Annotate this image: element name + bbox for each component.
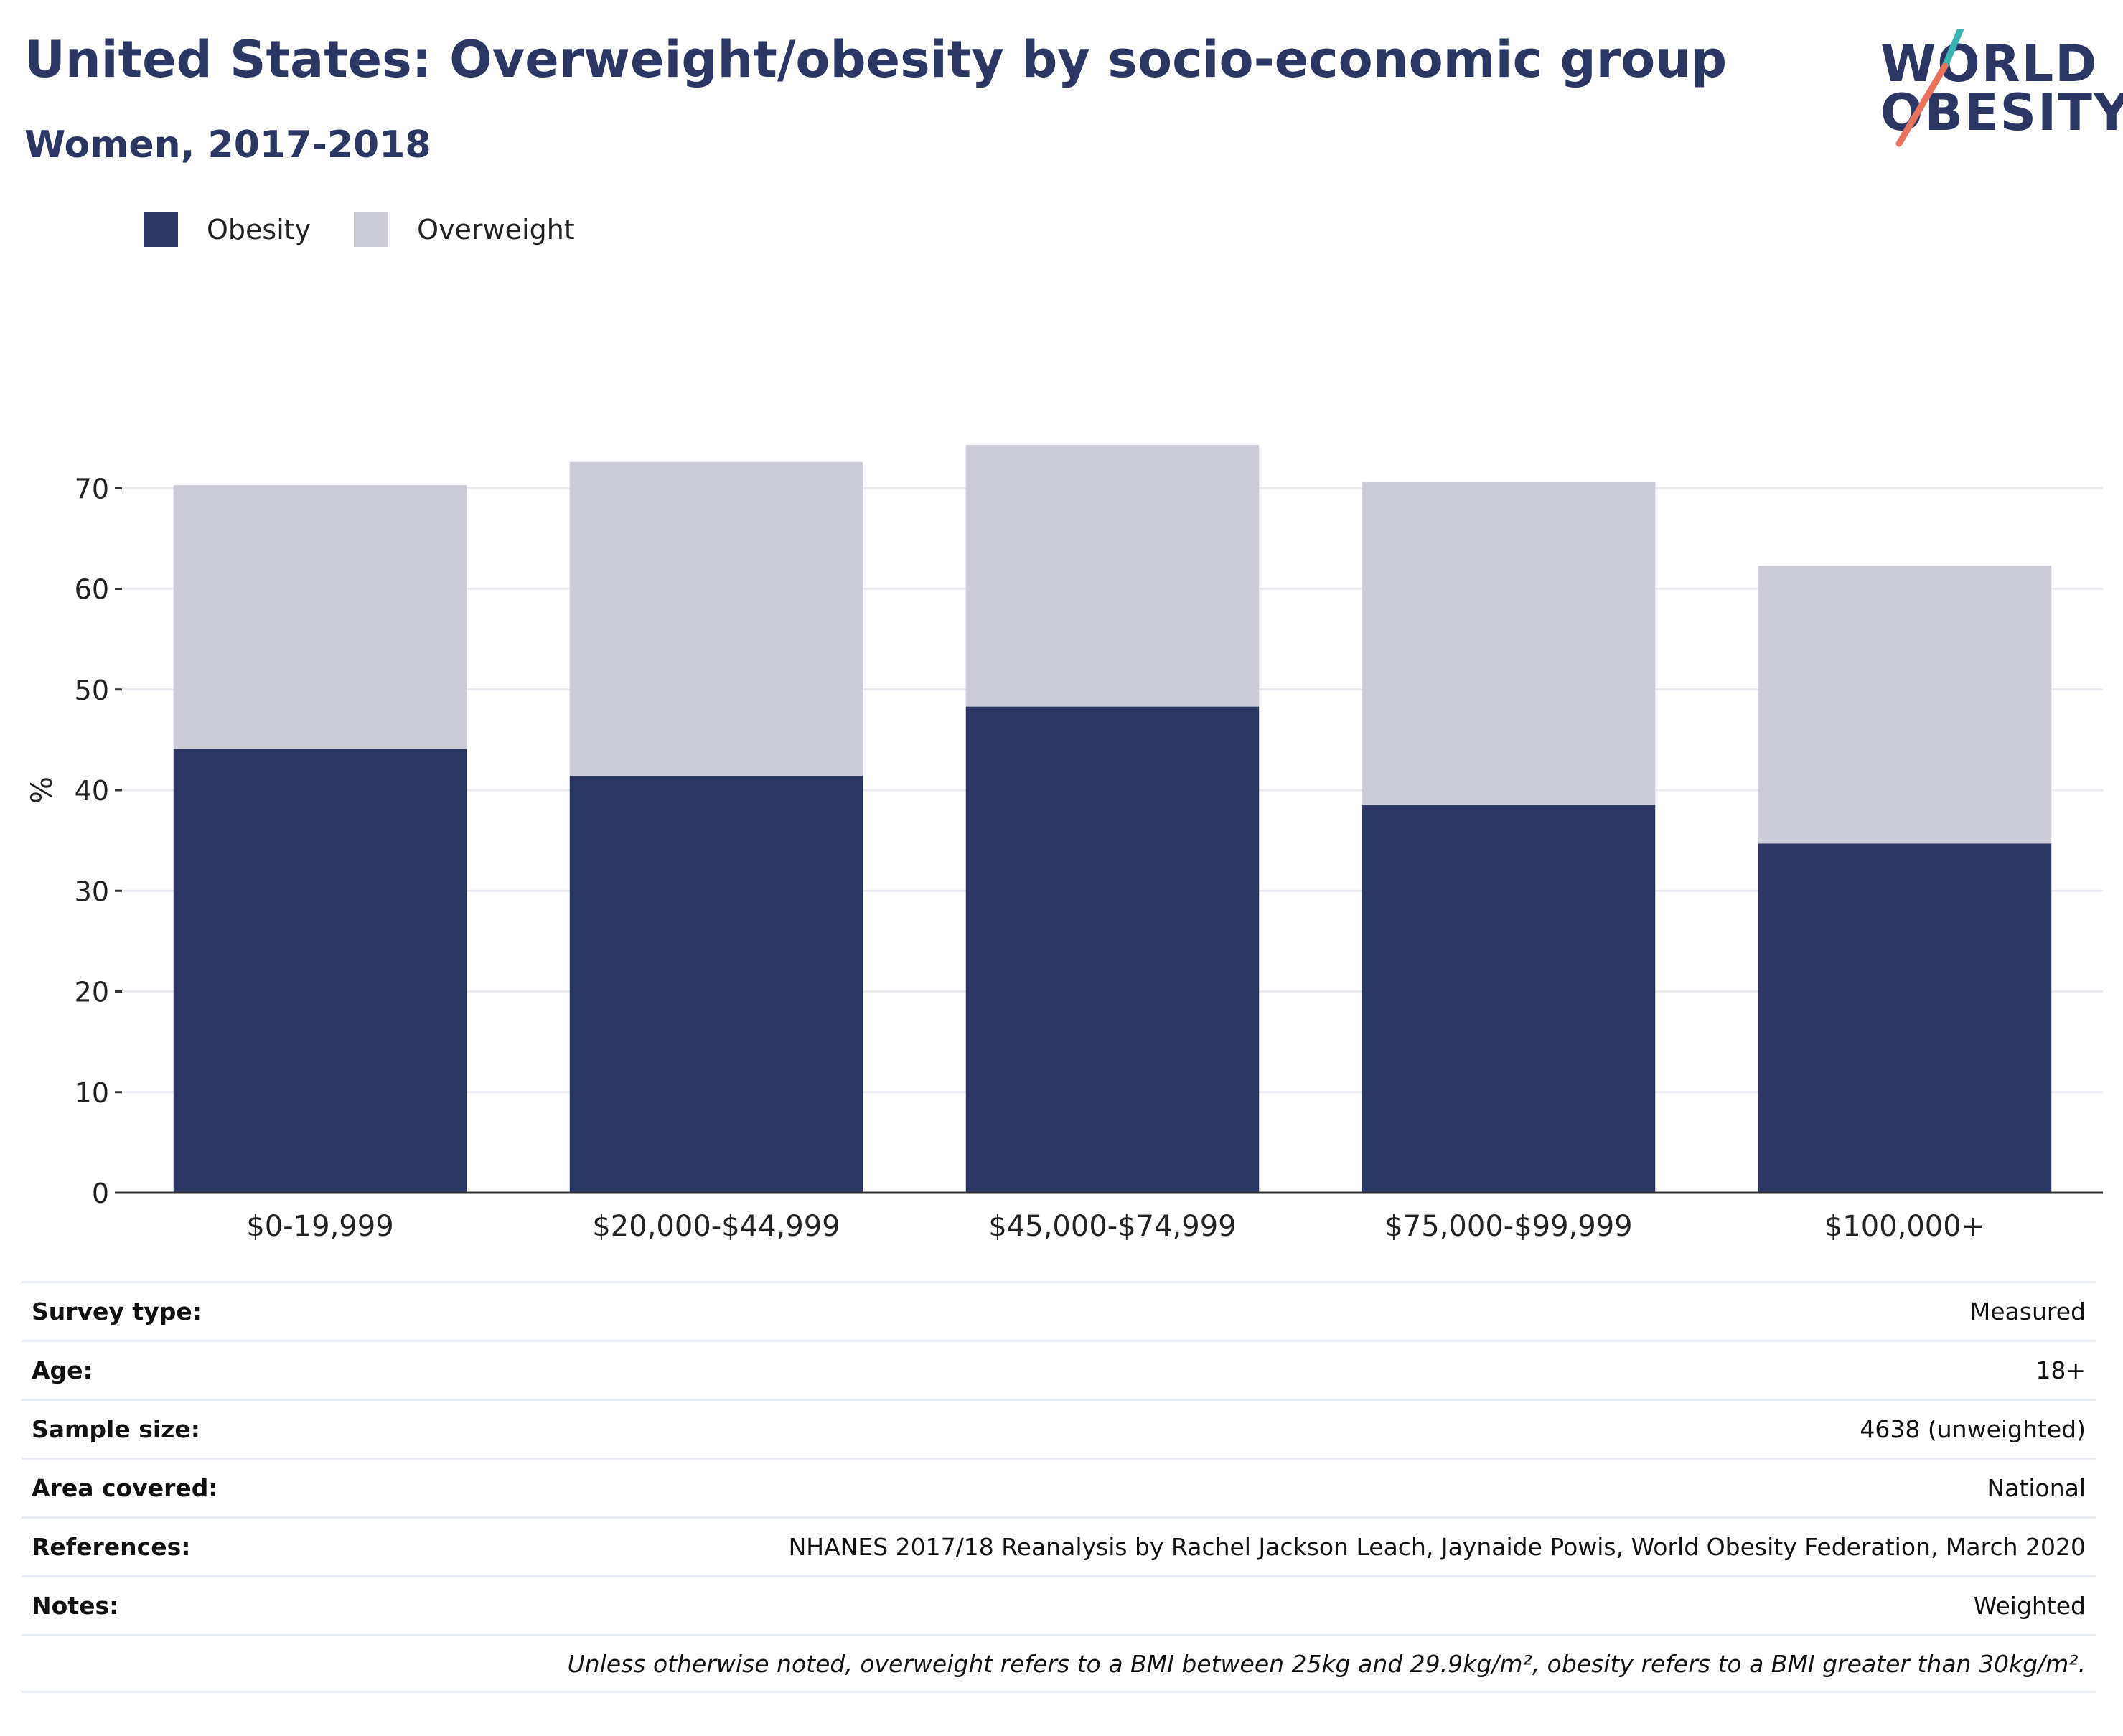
- logo-line-1: WORLD: [1880, 34, 2099, 93]
- chart-legend: Obesity Overweight: [144, 212, 618, 247]
- y-tick-label: 70: [75, 473, 109, 505]
- info-value: 4638 (unweighted): [1860, 1415, 2086, 1443]
- x-tick-label: $45,000-$74,999: [988, 1210, 1236, 1243]
- bar-obesity-3: [1362, 805, 1656, 1193]
- y-tick-label: 50: [75, 675, 109, 706]
- info-row-sample-size: Sample size: 4638 (unweighted): [22, 1399, 2096, 1458]
- info-value: Measured: [1969, 1298, 2086, 1326]
- info-value: National: [1987, 1474, 2086, 1502]
- bar-chart: 0 10 20 30 40 50 60 70% $0-19,999 $20,000-$44,999…: [26, 444, 2103, 1243]
- info-value: NHANES 2017/18 Reanalysis by Rachel Jack…: [788, 1533, 2086, 1561]
- bar-overweight-3: [1362, 482, 1656, 806]
- legend-item-obesity: Obesity: [144, 212, 311, 247]
- x-tick-label: $0-19,999: [246, 1210, 393, 1243]
- bar-obesity-2: [965, 706, 1260, 1193]
- info-key: Survey type:: [32, 1298, 202, 1326]
- bar-overweight-2: [965, 444, 1260, 707]
- bar-obesity-4: [1758, 843, 2052, 1193]
- footnote-text: Unless otherwise noted, overweight refer…: [567, 1649, 2086, 1678]
- y-tick-label: 20: [75, 977, 109, 1008]
- logo-slash-icon: [1895, 29, 1964, 147]
- bar-overweight-1: [569, 461, 863, 776]
- legend-swatch-obesity: [144, 212, 178, 247]
- legend-label-overweight: Overweight: [417, 214, 575, 245]
- info-footnote: Unless otherwise noted, overweight refer…: [22, 1634, 2096, 1693]
- info-row-age: Age: 18+: [22, 1340, 2096, 1399]
- x-tick-label: $75,000-$99,999: [1384, 1210, 1632, 1243]
- info-value: Weighted: [1973, 1592, 2086, 1620]
- bar-obesity-1: [569, 776, 863, 1193]
- info-key: Sample size:: [32, 1415, 200, 1443]
- y-tick-label: 30: [75, 876, 109, 907]
- info-key: Notes:: [32, 1592, 119, 1620]
- x-tick-label: $20,000-$44,999: [592, 1210, 840, 1243]
- info-table: Survey type: Measured Age: 18+ Sample si…: [22, 1281, 2096, 1693]
- chart-title: United States: Overweight/obesity by soc…: [24, 30, 1728, 89]
- bar-obesity-0: [173, 749, 467, 1193]
- info-key: Age:: [32, 1356, 93, 1384]
- y-tick-label: 0: [92, 1178, 109, 1209]
- bar-overweight-4: [1758, 566, 2052, 844]
- world-obesity-logo: WORLD OBESITY: [1866, 29, 2123, 151]
- y-tick-label: 60: [75, 574, 109, 606]
- info-row-area-covered: Area covered: National: [22, 1458, 2096, 1516]
- legend-swatch-overweight: [354, 212, 389, 247]
- x-tick-label: $100,000+: [1824, 1210, 1985, 1243]
- y-tick-label: 10: [75, 1077, 109, 1109]
- y-tick-label: 40: [75, 775, 109, 807]
- info-key: References:: [32, 1533, 191, 1561]
- legend-label-obesity: Obesity: [207, 214, 311, 245]
- info-key: Area covered:: [32, 1474, 218, 1502]
- chart-subtitle: Women, 2017-2018: [24, 123, 431, 166]
- y-axis-label: %: [26, 776, 59, 804]
- info-row-notes: Notes: Weighted: [22, 1575, 2096, 1634]
- bar-overweight-0: [173, 485, 467, 749]
- info-row-survey-type: Survey type: Measured: [22, 1281, 2096, 1340]
- info-value: 18+: [2035, 1356, 2086, 1384]
- info-row-references: References: NHANES 2017/18 Reanalysis by…: [22, 1516, 2096, 1575]
- legend-item-overweight: Overweight: [354, 212, 575, 247]
